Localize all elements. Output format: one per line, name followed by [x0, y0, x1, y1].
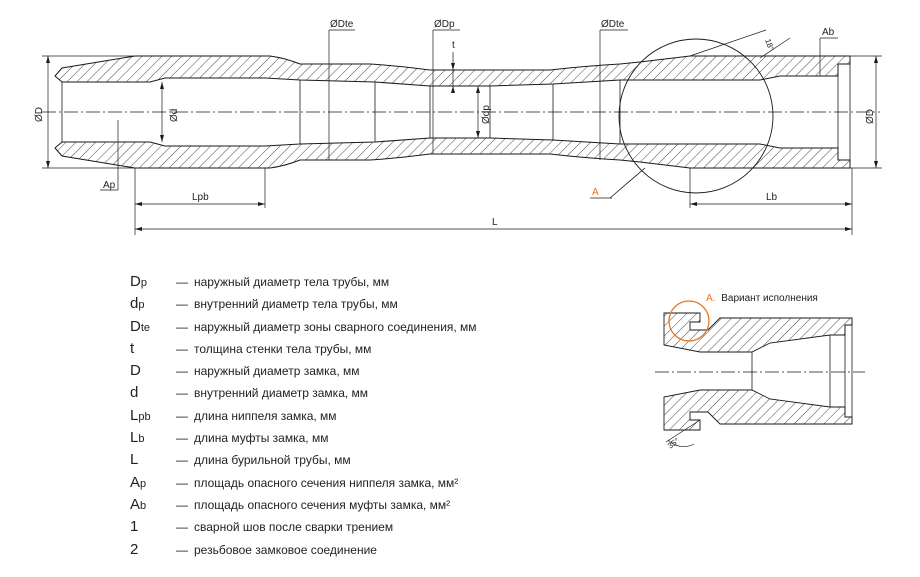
- callout-a-label: A: [592, 187, 599, 198]
- legend-row: Ap — площадь опасного сечения ниппеля замк…: [130, 472, 550, 494]
- label-Lpb: Lpb: [192, 192, 209, 203]
- detail-highlight-circle: [668, 300, 710, 342]
- label-Ap: Ap: [103, 180, 116, 191]
- detail-angle-label: 35°: [666, 436, 681, 450]
- label-t: t: [452, 40, 455, 51]
- legend-description: резьбовое замковое соединение: [194, 542, 377, 557]
- legend-row: Dte — наружный диаметр зоны сварного соеди…: [130, 316, 550, 338]
- legend-symbol: Ab: [130, 495, 147, 513]
- legend-row: 1 — сварной шов после сварки трением: [130, 516, 550, 538]
- legend-symbol: dp: [130, 295, 145, 313]
- legend-description: площадь опасного сечения муфты замка, мм…: [194, 497, 451, 512]
- legend-symbol: t: [130, 339, 135, 357]
- legend-dash: —: [176, 542, 188, 557]
- legend-symbol: Lb: [130, 429, 145, 447]
- detail-circle-a: [618, 38, 774, 194]
- legend-description: толщина стенки тела трубы, мм: [194, 341, 372, 356]
- legend-description: внутренний диаметр замка, мм: [194, 386, 369, 401]
- pipe-lower-wall: [54, 137, 851, 169]
- legend-description: наружный диаметр тела трубы, мм: [194, 275, 390, 289]
- pipe-section: [54, 55, 851, 169]
- label-dia-Dte-right: ØDte: [601, 19, 625, 30]
- legend: Dp — наружный диаметр тела трубы, мм dp — вну…: [130, 271, 550, 561]
- legend-row: t — толщина стенки тела трубы, мм: [130, 338, 550, 360]
- legend-symbol: Ap: [130, 473, 147, 491]
- label-dia-D-left: ØD: [34, 107, 45, 122]
- legend-row: Lpb — длина ниппеля замка, мм: [130, 405, 550, 427]
- legend-description: длина муфты замка, мм: [194, 431, 329, 446]
- label-dia-d: Ød: [169, 109, 180, 122]
- label-dia-Dp: ØDp: [434, 19, 455, 30]
- legend-description: длина ниппеля замка, мм: [194, 408, 337, 423]
- label-L: L: [492, 217, 498, 228]
- label-Ab: Ab: [822, 27, 835, 38]
- legend-row: dp — внутренний диаметр тела трубы, мм: [130, 293, 550, 315]
- legend-description: сварной шов после сварки трением: [194, 520, 394, 535]
- legend-dash: —: [176, 408, 188, 423]
- legend-row: Ab — площадь опасного сечения муфты замка,…: [130, 494, 550, 516]
- legend-symbol: Lpb: [130, 406, 151, 424]
- legend-row: d — внутренний диаметр замка, мм: [130, 382, 550, 404]
- legend-dash: —: [176, 497, 188, 512]
- legend-dash: —: [176, 431, 188, 446]
- legend-symbol: d: [130, 384, 139, 402]
- label-dia-Dte-left: ØDte: [330, 19, 354, 30]
- legend-dash: —: [176, 297, 188, 312]
- legend-description: внутренний диаметр тела трубы, мм: [194, 297, 398, 312]
- pipe-upper-wall: [54, 55, 851, 87]
- dimension-lines: [42, 29, 882, 235]
- label-dia-D-right: ØD: [865, 109, 876, 124]
- detail-title-letter: A.: [706, 293, 715, 304]
- legend-row: Lb — длина муфты замка, мм: [130, 427, 550, 449]
- legend-description: наружный диаметр зоны сварного соединени…: [194, 319, 477, 334]
- detail-title-text: Вариант исполнения: [721, 293, 818, 304]
- legend-row: 2 — резьбовое замковое соединение: [130, 539, 550, 561]
- legend-row: L — длина бурильной трубы, мм: [130, 449, 550, 471]
- legend-description: площадь опасного сечения ниппеля замка, …: [194, 475, 459, 490]
- legend-row: Dp — наружный диаметр тела трубы, мм: [130, 271, 550, 293]
- legend-dash: —: [176, 364, 188, 379]
- legend-symbol: 1: [130, 518, 139, 536]
- legend-dash: —: [176, 341, 188, 356]
- detail-view: 35° A. Вариант исполнения: [655, 293, 865, 451]
- dimension-arrows: [46, 56, 878, 231]
- legend-symbol: 2: [130, 540, 139, 558]
- legend-dash: —: [176, 453, 188, 468]
- legend-row: D — наружный диаметр замка, мм: [130, 360, 550, 382]
- legend-symbol: D: [130, 362, 141, 380]
- legend-symbol: L: [130, 451, 139, 469]
- callout-a-leader: [609, 167, 646, 199]
- label-angle: 18°: [763, 38, 776, 52]
- legend-dash: —: [176, 386, 188, 401]
- label-dia-dp: Ødp: [481, 105, 492, 124]
- legend-dash: —: [176, 275, 188, 289]
- detail-title: A. Вариант исполнения: [706, 293, 818, 304]
- legend-dash: —: [176, 319, 188, 334]
- legend-description: наружный диаметр замка, мм: [194, 364, 360, 379]
- legend-symbol: Dp: [130, 273, 147, 290]
- legend-symbol: Dte: [130, 317, 151, 335]
- label-Lb: Lb: [766, 192, 778, 203]
- legend-dash: —: [176, 520, 188, 535]
- legend-dash: —: [176, 475, 188, 490]
- legend-description: длина бурильной трубы, мм: [194, 453, 351, 468]
